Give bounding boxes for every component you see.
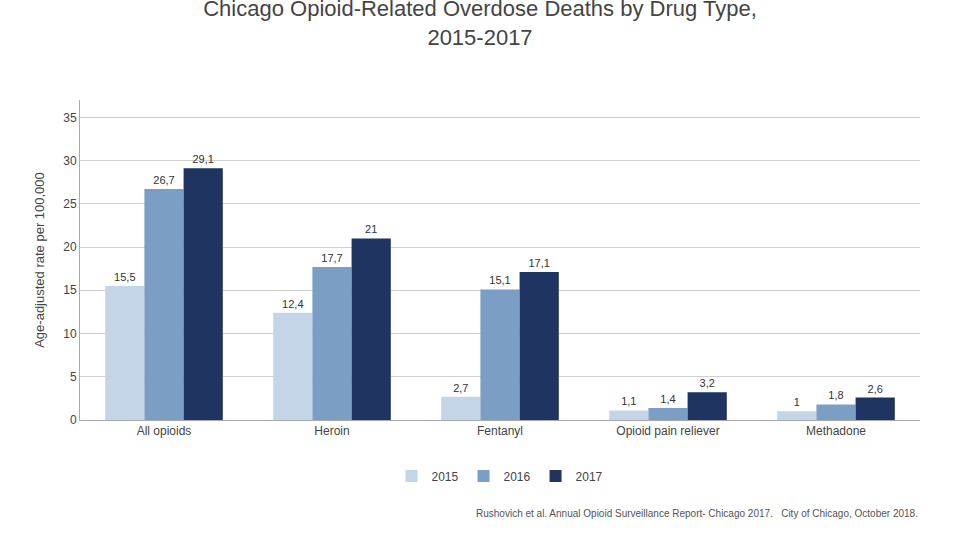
- svg-text:Methadone: Methadone: [806, 424, 866, 438]
- svg-text:17,7: 17,7: [321, 252, 342, 264]
- svg-text:15,1: 15,1: [489, 274, 510, 286]
- svg-text:2,7: 2,7: [453, 382, 468, 394]
- svg-text:2017: 2017: [576, 470, 603, 484]
- svg-text:0: 0: [70, 413, 77, 427]
- svg-text:All opioids: All opioids: [137, 424, 192, 438]
- svg-text:Fentanyl: Fentanyl: [477, 424, 523, 438]
- svg-text:Opioid pain reliever: Opioid pain reliever: [616, 424, 719, 438]
- svg-text:12,4: 12,4: [282, 298, 303, 310]
- svg-text:35: 35: [63, 111, 77, 125]
- svg-text:15: 15: [63, 283, 77, 297]
- svg-text:15,5: 15,5: [114, 271, 135, 283]
- svg-text:30: 30: [63, 154, 77, 168]
- svg-text:1,8: 1,8: [828, 389, 843, 401]
- svg-text:2016: 2016: [504, 470, 531, 484]
- svg-text:2015: 2015: [432, 470, 459, 484]
- svg-text:1: 1: [794, 396, 800, 408]
- svg-text:20: 20: [63, 240, 77, 254]
- svg-text:1,4: 1,4: [660, 393, 675, 405]
- svg-text:25: 25: [63, 197, 77, 211]
- svg-text:1,1: 1,1: [621, 395, 636, 407]
- svg-text:26,7: 26,7: [153, 174, 174, 186]
- svg-text:29,1: 29,1: [192, 153, 213, 165]
- svg-text:17,1: 17,1: [528, 257, 549, 269]
- svg-text:Rushovich et al. Annual Opioid: Rushovich et al. Annual Opioid Surveilla…: [476, 508, 918, 519]
- svg-text:5: 5: [70, 370, 77, 384]
- svg-text:3,2: 3,2: [700, 377, 715, 389]
- svg-text:Heroin: Heroin: [314, 424, 349, 438]
- svg-text:Age-adjusted rate per 100,000: Age-adjusted rate per 100,000: [32, 172, 47, 348]
- svg-text:21: 21: [365, 223, 377, 235]
- svg-text:2,6: 2,6: [868, 383, 883, 395]
- svg-text:10: 10: [63, 327, 77, 341]
- svg-text:Chicago Opioid-Related Overdos: Chicago Opioid-Related Overdose Deaths b…: [203, 0, 757, 50]
